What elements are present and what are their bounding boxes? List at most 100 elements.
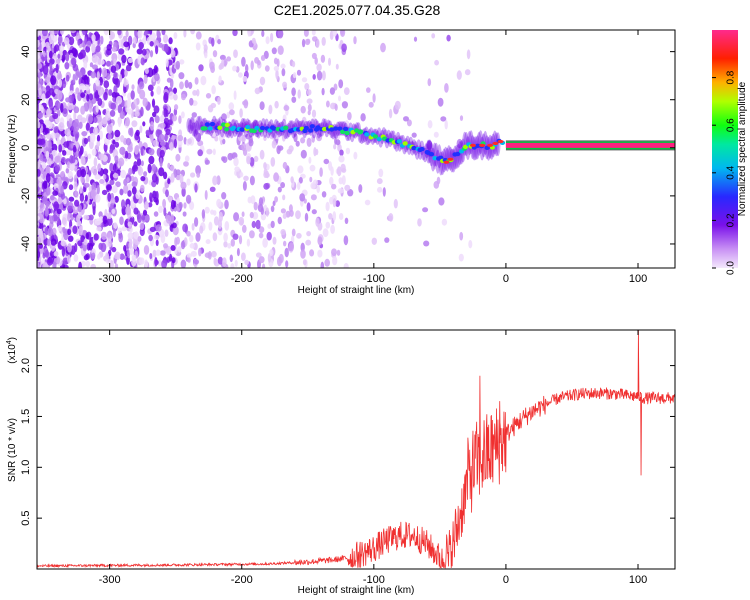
heatmap-noise-blob <box>321 36 326 46</box>
heatmap-noise-blob <box>137 55 141 65</box>
heatmap-noise-blob <box>165 189 169 198</box>
heatmap-signal-core <box>309 124 315 129</box>
heatmap-noise-blob <box>459 115 464 121</box>
heatmap-noise-blob <box>102 215 108 225</box>
heatmap-noise-blob <box>344 217 349 224</box>
heatmap-noise-blob <box>79 186 83 194</box>
heatmap-noise-blob <box>165 58 169 68</box>
heatmap-noise-blob <box>91 54 98 63</box>
heatmap-noise-blob <box>154 39 160 50</box>
heatmap-noise-blob <box>37 229 44 237</box>
heatmap-noise-blob <box>114 129 121 138</box>
heatmap-noise-blob <box>258 197 264 206</box>
colorbar-tick-label: 0.4 <box>726 165 737 179</box>
heatmap-noise-blob <box>78 225 83 236</box>
heatmap-noise-blob <box>186 178 191 186</box>
heatmap-noise-blob <box>212 175 218 186</box>
heatmap-noise-blob <box>123 77 127 88</box>
heatmap-noise-blob <box>156 30 160 38</box>
heatmap-noise-blob <box>37 39 40 48</box>
heatmap-noise-blob <box>142 97 148 107</box>
heatmap-noise-blob <box>288 242 294 252</box>
heatmap-noise-blob <box>170 245 176 251</box>
y-tick-label: 0 <box>20 145 32 151</box>
heatmap-noise-blob <box>179 59 185 65</box>
heatmap-noise-blob <box>253 201 258 211</box>
heatmap-noise-blob <box>195 31 202 40</box>
heatmap-noise-blob <box>320 261 325 268</box>
heatmap-noise-blob <box>41 161 46 169</box>
heatmap-noise-blob <box>263 134 267 141</box>
heatmap-noise-blob <box>187 257 191 263</box>
heatmap-noise-blob <box>330 102 336 110</box>
heatmap-noise-blob <box>332 256 338 266</box>
heatmap-noise-blob <box>44 208 49 217</box>
heatmap-noise-blob <box>80 105 86 115</box>
heatmap-signal-core <box>333 126 339 131</box>
heatmap-noise-blob <box>344 184 351 192</box>
heatmap-noise-blob <box>291 228 296 237</box>
heatmap-noise-blob <box>299 193 306 202</box>
y-tick-label: -40 <box>20 236 32 252</box>
heatmap-signal-core <box>376 136 382 142</box>
heatmap-noise-blob <box>458 253 464 262</box>
colorbar-axis: 0.0 0.2 0.4 0.6 0.8 <box>712 70 737 275</box>
heatmap-noise-blob <box>101 189 108 196</box>
heatmap-noise-blob <box>184 155 190 162</box>
heatmap-noise-blob <box>249 211 254 219</box>
heatmap-noise-blob <box>364 139 369 146</box>
heatmap-signal-halo <box>189 116 195 131</box>
heatmap-noise-blob <box>173 200 177 208</box>
heatmap-signal-halo <box>192 122 198 137</box>
heatmap-noise-blob <box>80 168 87 178</box>
heatmap-noise-blob <box>317 236 323 246</box>
heatmap-noise-blob <box>45 186 51 196</box>
heatmap-noise-blob <box>76 169 82 178</box>
heatmap-noise-blob <box>111 91 117 98</box>
heatmap-noise-blob <box>103 91 108 101</box>
heatmap-noise-blob <box>310 182 316 190</box>
heatmap-noise-blob <box>332 198 337 208</box>
heatmap-noise-blob <box>411 132 417 138</box>
heatmap-noise-blob <box>42 262 48 268</box>
heatmap-noise-blob <box>80 92 86 98</box>
heatmap-noise-blob <box>159 157 163 168</box>
heatmap-noise-blob <box>213 257 217 266</box>
heatmap-signal-core <box>224 122 230 128</box>
heatmap-noise-blob <box>309 164 316 172</box>
heatmap-noise-blob <box>88 243 94 251</box>
heatmap-noise-blob <box>444 83 449 93</box>
heatmap-noise-blob <box>163 206 167 217</box>
heatmap-noise-blob <box>329 87 335 95</box>
heatmap-frame <box>36 29 676 269</box>
heatmap-noise-blob <box>131 258 137 267</box>
heatmap-noise-blob <box>423 240 430 247</box>
heatmap-noise-blob <box>149 41 154 47</box>
heatmap-noise-blob <box>149 253 153 260</box>
heatmap-noise-blob <box>67 228 72 236</box>
heatmap-noise-blob <box>37 126 40 136</box>
heatmap-noise-blob <box>148 148 155 156</box>
heatmap-noise-blob <box>63 141 70 148</box>
heatmap-noise-blob <box>290 176 294 184</box>
heatmap-noise-blob <box>105 258 111 265</box>
heatmap-noise-blob <box>42 50 46 58</box>
heatmap-noise-blob <box>71 57 77 66</box>
snr-x-axis: -300 -200 -100 0 100 <box>99 330 647 586</box>
heatmap-noise-blob <box>388 108 393 119</box>
heatmap-noise-blob <box>155 239 159 246</box>
heatmap-noise-blob <box>37 237 42 245</box>
heatmap-noise-blob <box>168 91 174 100</box>
heatmap-noise-blob <box>277 216 282 225</box>
heatmap-signal-core <box>315 125 321 130</box>
svg-text:(x104): (x104) <box>6 337 18 364</box>
heatmap-signal-core <box>475 143 481 148</box>
heatmap-noise-blob <box>137 166 144 176</box>
heatmap-signal-peak <box>487 143 494 147</box>
colorbar-tick-label: 0.8 <box>726 70 737 84</box>
heatmap-noise-blob <box>436 176 441 185</box>
heatmap-noise-blob <box>124 69 128 77</box>
heatmap-noise-blob <box>300 242 305 252</box>
heatmap-noise-blob <box>241 211 245 217</box>
heatmap-noise-blob <box>265 207 270 217</box>
